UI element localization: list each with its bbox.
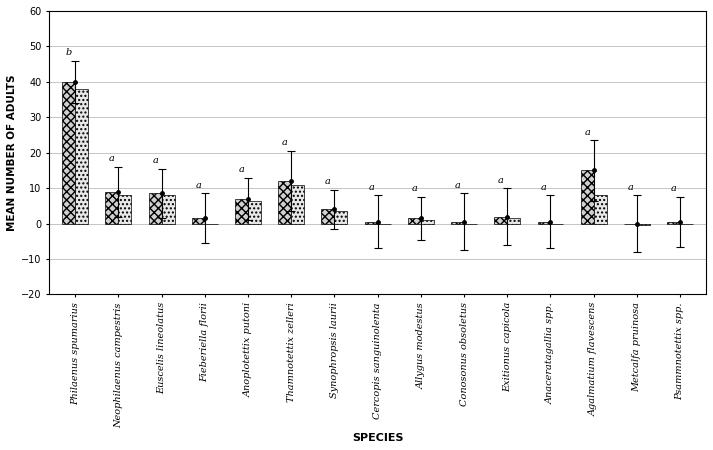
Bar [162, 195, 175, 224]
Bar [451, 222, 464, 224]
Bar [507, 218, 520, 224]
Bar [62, 82, 75, 224]
Bar [408, 218, 421, 224]
Bar [494, 216, 507, 224]
Bar [278, 181, 291, 224]
Bar [421, 220, 434, 224]
Bar [334, 211, 347, 224]
Bar [75, 89, 88, 224]
Bar [667, 222, 680, 224]
Text: a: a [282, 139, 287, 148]
Text: a: a [195, 181, 201, 190]
Text: a: a [368, 183, 374, 192]
Bar [235, 199, 248, 224]
Text: a: a [152, 156, 158, 165]
Bar [291, 184, 304, 224]
Bar [637, 224, 650, 225]
X-axis label: SPECIES: SPECIES [352, 433, 404, 443]
Bar [248, 201, 261, 224]
Bar [364, 222, 378, 224]
Bar [538, 222, 550, 224]
Bar [118, 195, 131, 224]
Bar [106, 192, 118, 224]
Text: a: a [627, 183, 633, 192]
Text: a: a [541, 183, 547, 192]
Text: b: b [66, 48, 72, 57]
Text: a: a [325, 177, 331, 186]
Text: a: a [498, 176, 504, 184]
Text: a: a [411, 184, 417, 194]
Y-axis label: MEAN NUMBER OF ADULTS: MEAN NUMBER OF ADULTS [7, 74, 17, 231]
Text: a: a [239, 165, 245, 174]
Text: a: a [584, 128, 590, 137]
Text: a: a [455, 181, 461, 190]
Bar [322, 209, 334, 224]
Bar [148, 194, 162, 224]
Bar [594, 195, 607, 224]
Text: a: a [109, 154, 115, 163]
Text: a: a [671, 184, 677, 194]
Bar [581, 171, 594, 224]
Bar [192, 218, 205, 224]
